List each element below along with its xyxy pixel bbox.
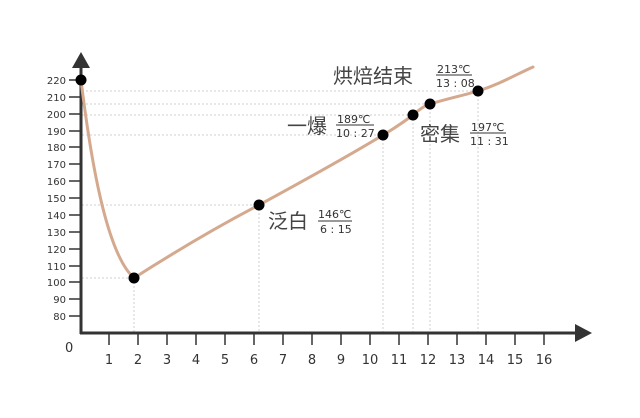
svg-text:150: 150: [47, 194, 66, 205]
svg-text:14: 14: [478, 353, 495, 368]
svg-text:197℃: 197℃: [471, 121, 504, 134]
svg-text:3: 3: [163, 353, 171, 368]
x-axis-arrow-icon: [575, 324, 592, 342]
annotation-end: 烘焙结束 213℃ 13 : 08: [333, 63, 475, 90]
svg-text:13 : 08: 13 : 08: [436, 77, 475, 90]
annotation-fanbai: 泛白 146℃ 6 : 15: [268, 208, 352, 236]
svg-text:120: 120: [47, 245, 66, 256]
svg-text:密集: 密集: [420, 122, 460, 146]
origin-label: 0: [65, 341, 73, 356]
svg-text:189℃: 189℃: [337, 113, 370, 126]
svg-text:100: 100: [47, 278, 66, 289]
svg-text:8: 8: [308, 353, 316, 368]
roast-curve: [79, 65, 535, 280]
svg-text:190: 190: [47, 127, 66, 138]
svg-text:5: 5: [221, 353, 229, 368]
svg-text:90: 90: [53, 295, 66, 306]
point-miji-2: [424, 98, 436, 110]
annotation-yibao: 一爆 189℃ 10 : 27: [287, 113, 375, 140]
y-axis-arrow-icon: [72, 52, 90, 68]
svg-text:4: 4: [192, 353, 200, 368]
axes: [72, 52, 592, 342]
svg-text:1: 1: [105, 353, 113, 368]
svg-text:11 : 31: 11 : 31: [470, 135, 509, 148]
svg-text:140: 140: [47, 211, 66, 222]
svg-text:16: 16: [536, 353, 553, 368]
svg-text:11: 11: [391, 353, 408, 368]
svg-text:6: 6: [250, 353, 258, 368]
point-end: [472, 85, 484, 97]
svg-text:110: 110: [47, 262, 66, 273]
svg-text:170: 170: [47, 160, 66, 171]
svg-text:7: 7: [279, 353, 287, 368]
point-yibao: [377, 129, 389, 141]
svg-text:180: 180: [47, 143, 66, 154]
svg-text:213℃: 213℃: [437, 63, 470, 76]
point-start: [75, 74, 87, 86]
svg-text:13: 13: [449, 353, 466, 368]
point-turning: [128, 272, 140, 284]
point-fanbai: [253, 199, 265, 211]
svg-text:80: 80: [53, 312, 66, 323]
svg-text:130: 130: [47, 228, 66, 239]
svg-text:200: 200: [47, 110, 66, 121]
svg-text:220: 220: [47, 76, 66, 87]
svg-text:一爆: 一爆: [287, 114, 327, 138]
svg-text:12: 12: [420, 353, 437, 368]
annotation-miji: 密集 197℃ 11 : 31: [420, 121, 509, 148]
svg-text:烘焙结束: 烘焙结束: [333, 64, 413, 88]
svg-text:6 : 15: 6 : 15: [320, 223, 352, 236]
y-ticks: [69, 79, 80, 317]
x-tick-labels: 1 2 3 4 5 6 7 8 9 10 11 12 13 14 15 16: [105, 353, 552, 368]
svg-text:15: 15: [507, 353, 524, 368]
svg-text:146℃: 146℃: [318, 208, 351, 221]
svg-text:10 : 27: 10 : 27: [336, 127, 375, 140]
svg-text:160: 160: [47, 177, 66, 188]
point-miji-1: [407, 109, 419, 121]
svg-text:10: 10: [362, 353, 379, 368]
svg-text:泛白: 泛白: [268, 209, 308, 233]
svg-text:9: 9: [337, 353, 345, 368]
y-tick-labels: 220 210 200 190 180 170 160 150 140 130 …: [47, 76, 66, 323]
x-ticks: [108, 334, 545, 345]
svg-text:2: 2: [134, 353, 142, 368]
data-points: [75, 74, 484, 284]
guidelines: [82, 90, 479, 333]
svg-text:210: 210: [47, 93, 66, 104]
